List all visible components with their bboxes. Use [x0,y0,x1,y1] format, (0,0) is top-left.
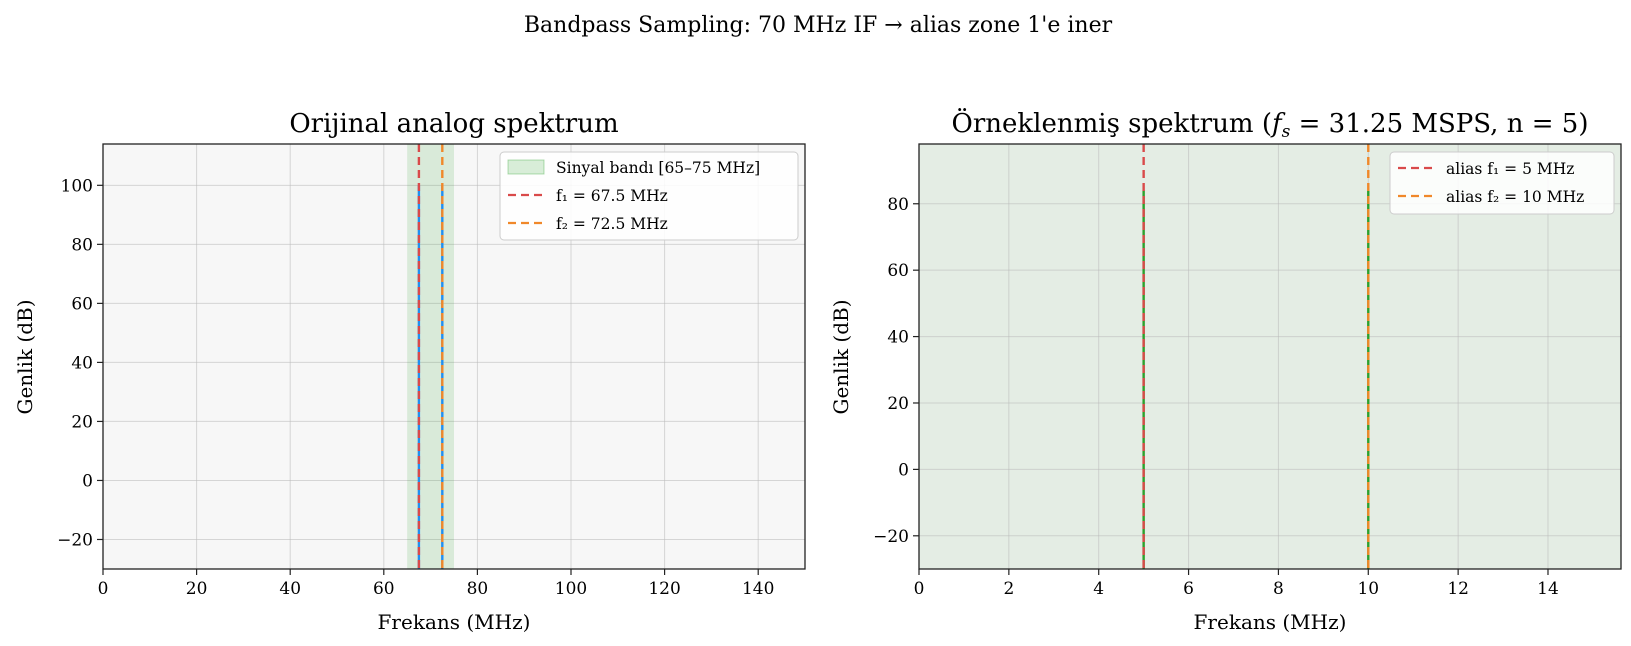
x-axis-label: Frekans (MHz) [1194,610,1347,634]
y-tick-label-80: 80 [887,195,909,215]
y-tick-label-neg20: −20 [57,530,93,550]
legend-label-signal-band: Sinyal bandı [65–75 MHz] [556,159,760,177]
y-tick-label-40: 40 [71,353,93,373]
title-suffix: = 31.25 MSPS, n = 5) [1290,109,1588,139]
y-axis-label: Genlik (dB) [13,299,37,414]
x-tick-label-8: 8 [1273,579,1284,599]
title-prefix: Örneklenmiş spektrum ( [952,107,1272,139]
frequency-marker-lines [417,144,444,569]
x-tick-label-0: 0 [98,579,109,599]
legend-swatch-signal-band [507,159,545,175]
y-axis-label: Genlik (dB) [829,299,853,414]
x-tick-label-4: 4 [1093,579,1104,599]
legend-label-alias-f2: alias f₂ = 10 MHz [1446,188,1584,206]
legend-label-alias-f1: alias f₁ = 5 MHz [1446,160,1574,178]
frequency-marker-lines [1142,144,1370,569]
y-tick-label-0: 0 [82,471,93,491]
axes-original-spectrum: 0 20 40 60 80 100 120 140 −20 0 20 40 60 80 100 Oriji… [13,109,806,634]
figure-suptitle: Bandpass Sampling: 70 MHz IF → alias zon… [524,13,1113,38]
axes-title: Örneklenmiş spektrum (fs = 31.25 MSPS, n… [952,107,1589,142]
x-tick-label-20: 20 [186,579,208,599]
y-tick-label-100: 100 [61,176,93,196]
x-tick-label-0: 0 [914,579,925,599]
legend: Sinyal bandı [65–75 MHz] f₁ = 67.5 MHz f… [499,151,799,241]
x-axis-ticks: 0 2 4 6 8 10 12 14 [914,569,1559,599]
plot-frame [102,143,806,570]
y-axis-ticks: −20 0 20 40 60 80 [873,195,919,547]
x-axis-ticks: 0 20 40 60 80 100 120 140 [98,569,774,599]
y-tick-label-80: 80 [71,235,93,255]
x-tick-label-120: 120 [648,579,680,599]
signal-band-layer [407,144,454,569]
legend-box [499,151,799,241]
x-tick-label-140: 140 [742,579,774,599]
title-subscript: s [1282,122,1291,142]
legend-label-f2: f₂ = 72.5 MHz [556,215,668,233]
x-tick-label-40: 40 [279,579,301,599]
y-tick-label-20: 20 [71,412,93,432]
signal-band-region [407,144,454,569]
y-tick-label-60: 60 [887,261,909,281]
legend-box [1389,151,1615,215]
x-tick-label-2: 2 [1003,579,1014,599]
x-tick-label-6: 6 [1183,579,1194,599]
x-tick-label-80: 80 [467,579,489,599]
y-tick-label-0: 0 [898,460,909,480]
axes-title: Orijinal analog spektrum [289,109,618,139]
y-axis-ticks: −20 0 20 40 60 80 100 [57,176,103,550]
x-tick-label-14: 14 [1537,579,1559,599]
legend-label-f1: f₁ = 67.5 MHz [556,187,668,205]
x-tick-label-12: 12 [1447,579,1469,599]
x-tick-label-10: 10 [1357,579,1379,599]
x-axis-label: Frekans (MHz) [378,610,531,634]
axes-sampled-spectrum: 0 2 4 6 8 10 12 14 −20 0 20 40 60 80 Örneklenmiş spe… [829,107,1622,634]
plot-area-background [919,144,1621,569]
y-tick-label-40: 40 [887,328,909,348]
y-tick-label-60: 60 [71,294,93,314]
legend: alias f₁ = 5 MHz alias f₂ = 10 MHz [1389,151,1615,215]
plot-frame [918,143,1622,570]
y-tick-label-neg20: −20 [873,527,909,547]
y-tick-label-20: 20 [887,394,909,414]
x-tick-label-100: 100 [555,579,587,599]
x-tick-label-60: 60 [373,579,395,599]
